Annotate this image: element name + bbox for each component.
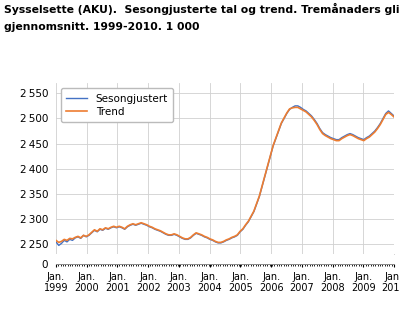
Trend [205, 236, 210, 239]
Trend [56, 240, 61, 244]
Trend [78, 236, 83, 240]
Trend [120, 225, 124, 229]
Text: Sysselsette (AKU).  Sesongjusterte tal og trend. Tremånaders glidande: Sysselsette (AKU). Sesongjusterte tal og… [4, 3, 400, 15]
Line: Sesongjustert: Sesongjustert [56, 106, 394, 245]
Sesongjustert [56, 244, 61, 247]
Trend [54, 238, 58, 242]
Sesongjustert [155, 228, 160, 232]
Sesongjustert [252, 210, 256, 213]
Trend [392, 115, 396, 119]
Sesongjustert [293, 104, 298, 108]
Legend: Sesongjustert, Trend: Sesongjustert, Trend [61, 88, 173, 122]
Sesongjustert [54, 240, 58, 244]
Text: gjennomsnitt. 1999-2010. 1 000: gjennomsnitt. 1999-2010. 1 000 [4, 22, 200, 32]
Trend [59, 239, 64, 243]
Sesongjustert [205, 236, 210, 240]
Sesongjustert [78, 236, 83, 240]
Trend [252, 209, 256, 213]
Sesongjustert [59, 242, 64, 245]
Line: Trend: Trend [56, 108, 394, 242]
Trend [293, 106, 298, 109]
Trend [155, 228, 160, 232]
Sesongjustert [120, 226, 124, 230]
Sesongjustert [392, 114, 396, 118]
